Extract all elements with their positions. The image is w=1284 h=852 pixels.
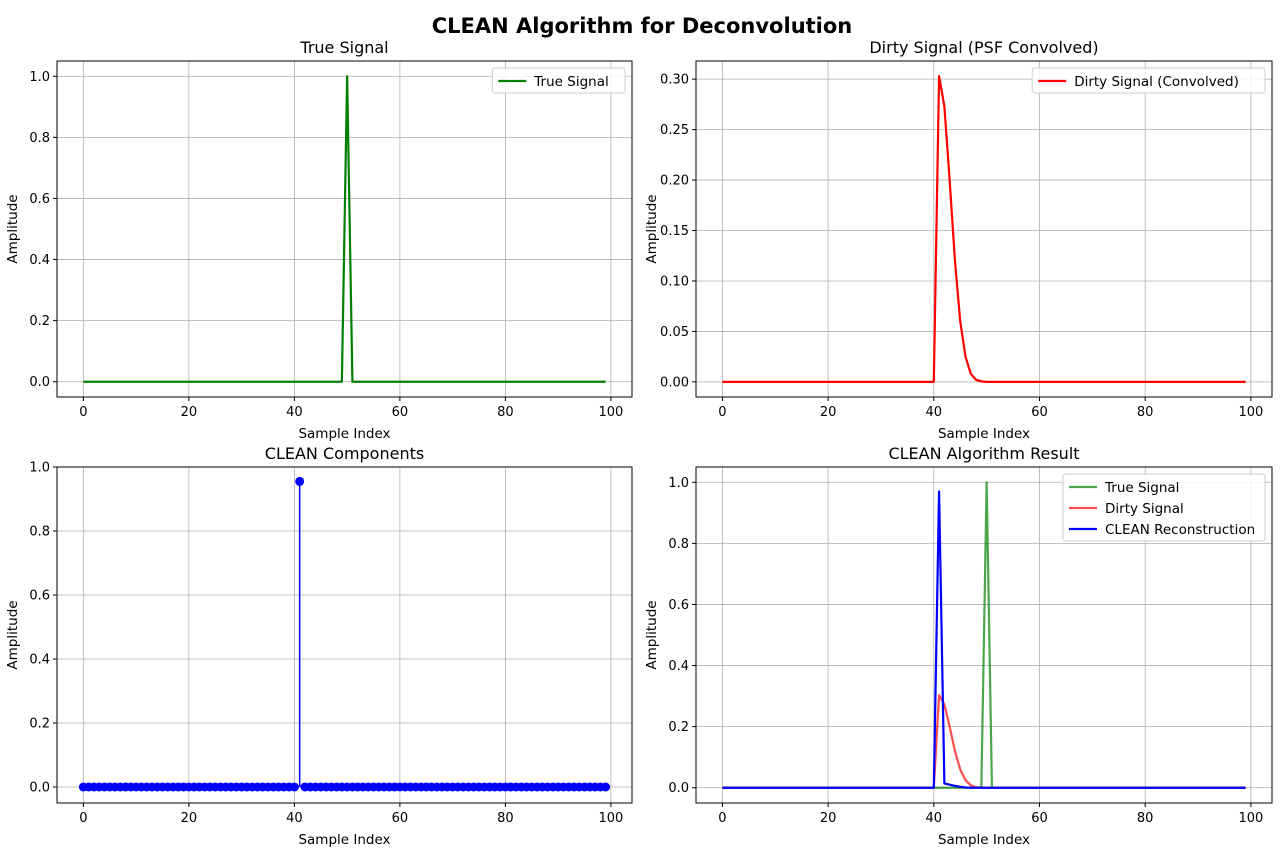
x-tick-label: 60 xyxy=(1031,811,1048,826)
y-tick-label: 0.05 xyxy=(660,325,689,340)
y-tick-label: 1.0 xyxy=(29,70,50,85)
x-tick-label: 100 xyxy=(1238,811,1263,826)
y-tick-label: 0.2 xyxy=(29,717,50,732)
plot-title: CLEAN Components xyxy=(265,444,424,463)
x-tick-label: 20 xyxy=(181,405,198,420)
grid xyxy=(57,466,632,803)
chart-clean-components: 0 20 40 60 80 100 0.0 0.2 0.4 0.6 0.8 1.0 CLEAN Comp… xyxy=(5,444,633,848)
legend-label: True Signal xyxy=(1104,480,1179,496)
y-tick-label: 0.2 xyxy=(668,720,689,735)
plot-title: CLEAN Algorithm Result xyxy=(888,444,1079,463)
legend: Dirty Signal (Convolved) xyxy=(1031,67,1266,94)
stem-marker xyxy=(289,782,299,792)
axes-frame xyxy=(695,60,1273,398)
x-tick-label: 0 xyxy=(718,405,726,420)
figure-title: CLEAN Algorithm for Deconvolution xyxy=(432,14,853,38)
y-tick-label: 1.0 xyxy=(29,461,50,476)
legend: True Signal xyxy=(491,67,626,94)
y-tick-label: 0.2 xyxy=(29,314,50,329)
plot-title: True Signal xyxy=(299,38,388,57)
legend-label: Dirty Signal xyxy=(1105,501,1184,517)
x-tick-label: 40 xyxy=(286,811,303,826)
legend: True Signal Dirty Signal CLEAN Reconstruct… xyxy=(1062,473,1266,542)
stem-marker xyxy=(295,476,305,486)
series-line xyxy=(722,490,1246,789)
y-tick-label: 0.30 xyxy=(660,73,689,88)
y-tick-label: 0.25 xyxy=(660,123,689,138)
chart-true-signal: 0 20 40 60 80 100 0.0 0.2 0.4 0.6 0.8 1.0 True Signa… xyxy=(5,38,633,442)
y-tick-label: 0.6 xyxy=(29,589,50,604)
ticks: 0 20 40 60 80 100 0.0 0.2 0.4 0.6 0.8 1.0 xyxy=(668,476,1263,826)
y-tick-label: 1.0 xyxy=(668,476,689,491)
y-tick-label: 0.00 xyxy=(660,375,689,390)
series-line xyxy=(722,75,1246,383)
x-tick-label: 40 xyxy=(926,811,943,826)
y-tick-label: 0.0 xyxy=(29,375,50,390)
plot-data xyxy=(722,481,1246,789)
ticks: 0 20 40 60 80 100 0.0 0.2 0.4 0.6 0.8 1.0 xyxy=(29,70,623,420)
x-tick-label: 100 xyxy=(598,405,623,420)
x-tick-label: 20 xyxy=(181,811,198,826)
x-axis-label: Sample Index xyxy=(938,832,1030,848)
y-axis-label: Amplitude xyxy=(5,600,21,669)
y-tick-label: 0.4 xyxy=(29,653,50,668)
y-tick-label: 0.0 xyxy=(29,781,50,796)
grid xyxy=(696,61,1272,397)
y-tick-label: 0.8 xyxy=(668,537,689,552)
series-line xyxy=(83,75,606,383)
y-tick-label: 0.15 xyxy=(660,224,689,239)
legend-box xyxy=(491,67,626,94)
x-tick-label: 80 xyxy=(1137,811,1154,826)
axes-frame xyxy=(56,466,633,804)
series-line xyxy=(722,694,1246,789)
x-tick-label: 80 xyxy=(1137,405,1154,420)
x-tick-label: 60 xyxy=(1031,405,1048,420)
y-tick-label: 0.4 xyxy=(29,253,50,268)
x-tick-label: 40 xyxy=(286,405,303,420)
x-axis-label: Sample Index xyxy=(938,426,1030,442)
y-tick-label: 0.4 xyxy=(668,659,689,674)
y-tick-label: 0.0 xyxy=(668,781,689,796)
x-tick-label: 60 xyxy=(392,405,409,420)
stem-marker xyxy=(601,782,611,792)
y-axis-label: Amplitude xyxy=(644,600,660,669)
y-axis-label: Amplitude xyxy=(5,194,21,263)
chart-clean-result: 0 20 40 60 80 100 0.0 0.2 0.4 0.6 0.8 1.0 CLEAN Algo… xyxy=(644,444,1273,848)
y-tick-label: 0.10 xyxy=(660,274,689,289)
y-tick-label: 0.8 xyxy=(29,525,50,540)
x-tick-label: 20 xyxy=(820,811,837,826)
x-tick-label: 0 xyxy=(79,811,87,826)
axes-frame xyxy=(56,60,633,398)
x-tick-label: 60 xyxy=(392,811,409,826)
x-tick-label: 0 xyxy=(79,405,87,420)
y-tick-label: 0.8 xyxy=(29,131,50,146)
axes-frame xyxy=(695,466,1273,804)
x-tick-label: 80 xyxy=(497,811,514,826)
y-axis-label: Amplitude xyxy=(644,194,660,263)
x-tick-label: 0 xyxy=(718,811,726,826)
chart-dirty-signal: 0 20 40 60 80 100 0.00 0.05 0.10 0.15 0.20 0.25 0.30… xyxy=(644,38,1273,442)
y-tick-label: 0.6 xyxy=(29,192,50,207)
plot-data xyxy=(83,75,606,383)
y-tick-label: 0.20 xyxy=(660,174,689,189)
legend-label: Dirty Signal (Convolved) xyxy=(1074,74,1239,90)
x-tick-label: 100 xyxy=(598,811,623,826)
plot-title: Dirty Signal (PSF Convolved) xyxy=(869,38,1098,57)
x-tick-label: 80 xyxy=(497,405,514,420)
legend-label: True Signal xyxy=(533,74,608,90)
ticks: 0 20 40 60 80 100 0.0 0.2 0.4 0.6 0.8 1.0 xyxy=(29,461,623,827)
x-axis-label: Sample Index xyxy=(298,426,390,442)
legend-box xyxy=(1031,67,1266,94)
x-axis-label: Sample Index xyxy=(298,832,390,848)
ticks: 0 20 40 60 80 100 0.00 0.05 0.10 0.15 0.20 0.25 0.30 xyxy=(660,73,1263,420)
x-tick-label: 20 xyxy=(820,405,837,420)
y-tick-label: 0.6 xyxy=(668,598,689,613)
plot-data xyxy=(78,476,611,792)
x-tick-label: 100 xyxy=(1238,405,1263,420)
legend-label: CLEAN Reconstruction xyxy=(1105,522,1255,538)
x-tick-label: 40 xyxy=(926,405,943,420)
legend-box xyxy=(1062,473,1266,542)
plot-data xyxy=(722,75,1246,383)
